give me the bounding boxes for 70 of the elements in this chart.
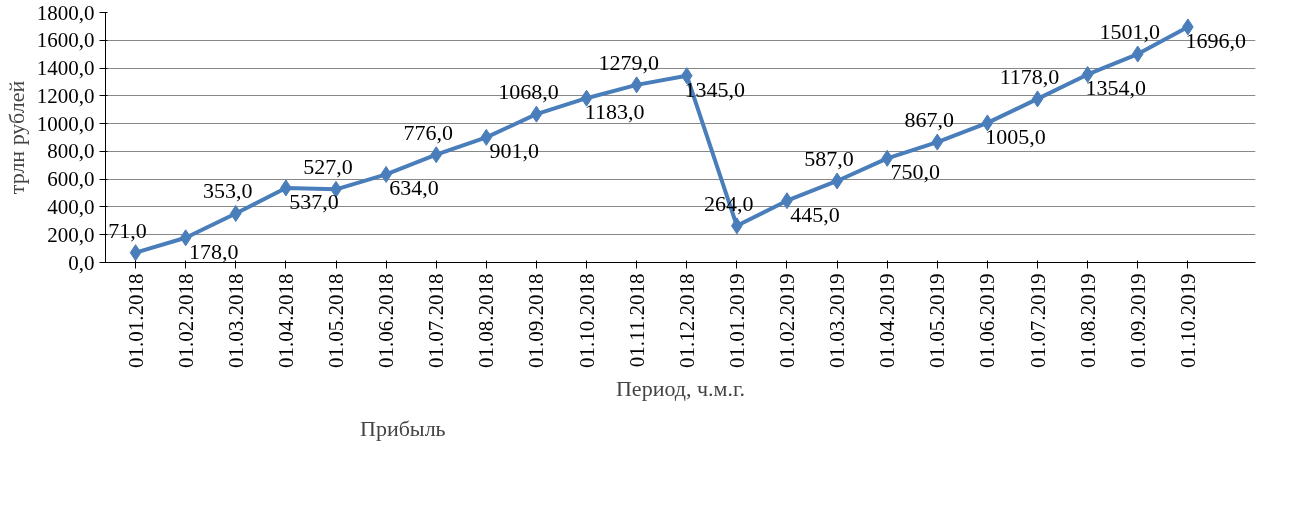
data-label: 867,0 — [904, 107, 955, 133]
point — [931, 133, 944, 151]
x-tick-label: 01.01.2019 — [724, 273, 749, 368]
data-label: 1501,0 — [1099, 19, 1160, 45]
x-tick-label: 01.09.2019 — [1125, 273, 1150, 368]
data-label: 71,0 — [108, 217, 147, 243]
y-tick-label: 1000,0 — [36, 111, 95, 136]
x-tick-label: 01.12.2018 — [674, 273, 699, 368]
data-label: 537,0 — [289, 188, 339, 214]
x-tick-label: 01.05.2019 — [925, 273, 950, 368]
data-label: 1696,0 — [1185, 27, 1247, 53]
x-tick-label: 01.11.2018 — [624, 273, 649, 368]
data-label: 527,0 — [303, 154, 353, 180]
x-tick-label: 01.05.2018 — [324, 273, 348, 368]
data-label: 445,0 — [790, 201, 840, 227]
x-tick-label: 01.04.2019 — [875, 273, 900, 368]
y-tick-label: 200,0 — [47, 222, 95, 247]
x-tick-label: 01.09.2018 — [524, 273, 549, 368]
x-tick-label: 01.02.2019 — [774, 273, 799, 368]
x-tick-label: 01.03.2018 — [223, 273, 248, 368]
y-tick-label: 800,0 — [47, 139, 95, 164]
data-label: 634,0 — [389, 175, 439, 201]
x-tick-label: 01.03.2019 — [825, 273, 850, 368]
y-tick-label: 0,0 — [68, 250, 95, 275]
data-label: 1183,0 — [584, 99, 645, 125]
point — [881, 149, 894, 167]
x-tick-label: 01.10.2019 — [1175, 273, 1200, 368]
data-label: 178,0 — [188, 238, 239, 264]
data-label: 776,0 — [403, 119, 453, 145]
point — [981, 114, 994, 132]
y-tick-label: 1200,0 — [36, 83, 95, 108]
x-axis-title: Период, ч.м.г. — [615, 376, 746, 401]
point — [1131, 45, 1144, 63]
x-tick-label: 01.04.2018 — [273, 273, 298, 368]
x-tick-label: 01.07.2018 — [424, 273, 449, 368]
point — [480, 128, 493, 146]
data-label: 1005,0 — [985, 123, 1046, 149]
data-label: 750,0 — [890, 159, 940, 185]
x-tick-label: 01.08.2019 — [1075, 273, 1100, 368]
point — [530, 105, 543, 123]
text: Прибыль — [360, 416, 446, 442]
data-label: 587,0 — [804, 145, 854, 171]
data-label: 1279,0 — [598, 49, 659, 75]
x-tick-label: 01.01.2018 — [123, 273, 148, 368]
y-tick-label: 400,0 — [47, 194, 95, 219]
data-label: 1068,0 — [498, 79, 559, 105]
x-tick-label: 01.02.2018 — [173, 273, 198, 368]
y-tick-label: 600,0 — [47, 167, 95, 192]
point — [229, 204, 242, 222]
point — [630, 76, 643, 94]
y-tick-label: 1400,0 — [36, 56, 95, 81]
x-tick-label: 01.06.2019 — [975, 273, 1000, 368]
x-tick-label: 01.06.2018 — [374, 273, 399, 368]
y-tick-label: 1800,0 — [36, 0, 95, 25]
point — [179, 229, 192, 247]
y-axis-title: трлн рублей — [3, 80, 29, 195]
point — [580, 89, 593, 107]
data-label: 353,0 — [203, 178, 253, 204]
data-label: 1354,0 — [1085, 75, 1146, 101]
x-tick-label: 01.08.2018 — [474, 273, 499, 368]
point — [680, 67, 693, 85]
point — [1031, 90, 1044, 108]
data-label: 1178,0 — [999, 63, 1060, 89]
point — [1081, 65, 1094, 83]
y-tick-label: 1600,0 — [36, 28, 95, 53]
point — [430, 146, 443, 164]
x-tick-label: 01.10.2018 — [574, 273, 599, 368]
x-tick-label: 01.07.2019 — [1025, 273, 1050, 368]
data-label: 901,0 — [489, 138, 540, 164]
point — [129, 244, 142, 262]
